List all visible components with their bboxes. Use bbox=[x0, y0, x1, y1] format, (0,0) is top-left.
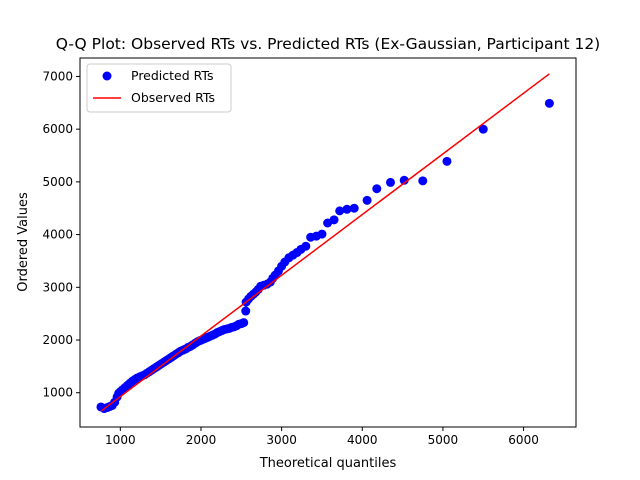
legend-marker-predicted bbox=[102, 71, 112, 81]
predicted-rt-point bbox=[317, 229, 327, 239]
predicted-rt-point bbox=[241, 306, 251, 316]
y-tick-label: 5000 bbox=[42, 175, 73, 189]
y-tick-label: 1000 bbox=[42, 386, 73, 400]
y-tick-label: 7000 bbox=[42, 69, 73, 83]
y-tick-label: 3000 bbox=[42, 280, 73, 294]
predicted-rt-point bbox=[386, 177, 396, 187]
x-axis-ticks: 1000 2000 3000 4000 5000 6000 bbox=[105, 427, 539, 447]
predicted-rt-point bbox=[349, 203, 359, 213]
plot-frame bbox=[79, 57, 577, 428]
predicted-rt-point bbox=[301, 241, 311, 251]
predicted-rt-point bbox=[442, 156, 452, 166]
y-axis-ticks: 1000 2000 3000 4000 5000 6000 7000 bbox=[42, 69, 80, 400]
predicted-rt-point bbox=[418, 176, 428, 186]
x-tick-label: 1000 bbox=[105, 433, 136, 447]
y-tick-label: 6000 bbox=[42, 122, 73, 136]
chart-title: Q-Q Plot: Observed RTs vs. Predicted RTs… bbox=[56, 35, 600, 53]
predicted-rt-point bbox=[335, 206, 345, 216]
predicted-rt-point bbox=[329, 215, 339, 225]
predicted-rt-point bbox=[342, 204, 352, 214]
legend: Predicted RTs Observed RTs bbox=[86, 63, 232, 113]
predicted-rt-point bbox=[399, 175, 409, 185]
legend-label-observed: Observed RTs bbox=[131, 90, 215, 105]
y-tick-label: 2000 bbox=[42, 333, 73, 347]
legend-label-predicted: Predicted RTs bbox=[131, 68, 214, 83]
x-tick-label: 5000 bbox=[428, 433, 459, 447]
x-tick-label: 3000 bbox=[266, 433, 297, 447]
x-tick-label: 4000 bbox=[347, 433, 378, 447]
x-tick-label: 2000 bbox=[186, 433, 217, 447]
predicted-rt-point bbox=[372, 184, 382, 194]
plot-area bbox=[96, 73, 554, 414]
predicted-rt-point bbox=[362, 195, 372, 205]
legend-box bbox=[86, 63, 232, 113]
y-tick-label: 4000 bbox=[42, 228, 73, 242]
x-tick-label: 6000 bbox=[508, 433, 539, 447]
y-axis-label: Ordered Values bbox=[16, 192, 31, 292]
predicted-rt-point bbox=[239, 318, 249, 328]
predicted-rt-point bbox=[544, 98, 554, 108]
x-axis-label: Theoretical quantiles bbox=[259, 456, 397, 471]
observed-rt-line bbox=[100, 73, 550, 412]
predicted-rt-point bbox=[478, 124, 488, 134]
